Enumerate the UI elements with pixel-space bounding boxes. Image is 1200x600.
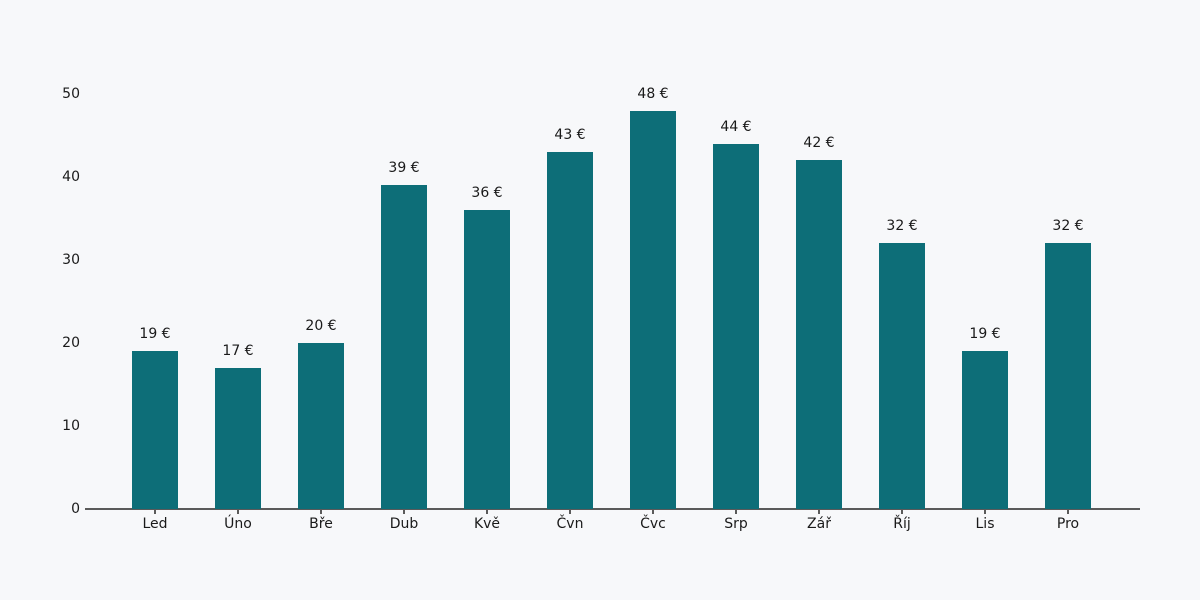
bar bbox=[796, 160, 842, 509]
x-tick-label: Úno bbox=[224, 516, 252, 532]
y-tick-label: 40 bbox=[62, 169, 80, 185]
bar bbox=[298, 343, 344, 509]
x-tick-mark bbox=[984, 510, 986, 514]
bar-value-label: 17 € bbox=[222, 342, 254, 359]
x-tick-label: Dub bbox=[389, 516, 419, 532]
x-axis-line bbox=[85, 508, 1140, 510]
x-tick-mark bbox=[486, 510, 488, 514]
x-tick-mark bbox=[320, 510, 322, 514]
x-tick-mark bbox=[1067, 510, 1069, 514]
x-tick-label: Srp bbox=[724, 516, 748, 532]
x-tick-label: Čvn bbox=[556, 516, 584, 532]
x-tick-label: Lis bbox=[975, 516, 995, 532]
bar bbox=[132, 351, 178, 509]
x-tick-label: Pro bbox=[1056, 516, 1080, 532]
x-tick-mark bbox=[735, 510, 737, 514]
bar bbox=[547, 152, 593, 509]
y-tick-label: 20 bbox=[62, 335, 80, 351]
x-tick-mark bbox=[818, 510, 820, 514]
x-tick-label: Zář bbox=[807, 516, 831, 532]
bar-value-label: 42 € bbox=[803, 135, 835, 152]
x-tick-mark bbox=[403, 510, 405, 514]
bar-value-label: 43 € bbox=[554, 127, 586, 144]
x-tick-mark bbox=[901, 510, 903, 514]
x-tick-mark bbox=[154, 510, 156, 514]
bar bbox=[630, 110, 676, 509]
bar bbox=[879, 243, 925, 509]
y-tick-label: 0 bbox=[71, 501, 80, 517]
x-tick-label: Čvc bbox=[640, 516, 666, 532]
y-tick-label: 50 bbox=[62, 86, 80, 102]
x-tick-label: Říj bbox=[893, 516, 911, 532]
bar-value-label: 39 € bbox=[388, 160, 420, 177]
bar-value-label: 44 € bbox=[720, 118, 752, 135]
x-tick-label: Bře bbox=[309, 516, 333, 532]
bar bbox=[464, 210, 510, 509]
bar-value-label: 36 € bbox=[471, 185, 503, 202]
bar bbox=[381, 185, 427, 509]
x-tick-label: Led bbox=[142, 516, 168, 532]
x-tick-label: Kvě bbox=[473, 516, 501, 532]
x-tick-mark bbox=[237, 510, 239, 514]
x-tick-mark bbox=[569, 510, 571, 514]
bar-value-label: 19 € bbox=[139, 326, 171, 343]
y-tick-label: 30 bbox=[62, 252, 80, 268]
y-tick-label: 10 bbox=[62, 418, 80, 434]
bar-value-label: 32 € bbox=[1052, 218, 1084, 235]
bar-value-label: 19 € bbox=[969, 326, 1001, 343]
bar bbox=[1045, 243, 1091, 509]
bar bbox=[215, 367, 261, 509]
bar-value-label: 20 € bbox=[305, 318, 337, 334]
bar bbox=[962, 351, 1008, 509]
bar bbox=[713, 143, 759, 509]
x-tick-mark bbox=[652, 510, 654, 514]
bar-value-label: 32 € bbox=[886, 218, 918, 235]
bar-value-label: 48 € bbox=[637, 85, 669, 102]
